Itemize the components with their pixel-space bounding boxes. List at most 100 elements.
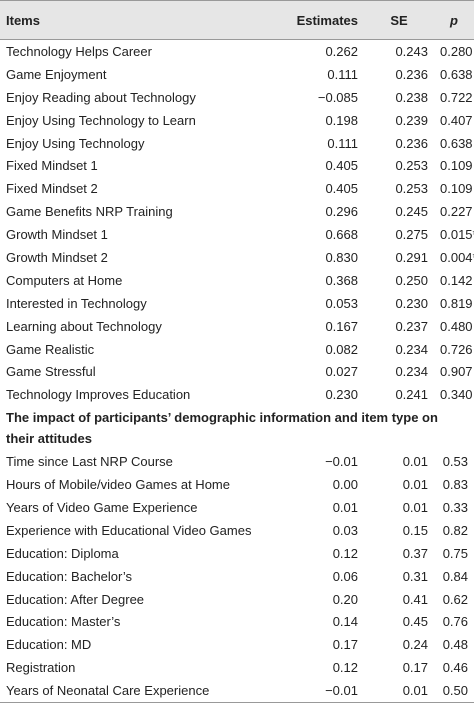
item-cell: Fixed Mindset 1 (6, 158, 98, 174)
item-cell: Education: Master’s (6, 614, 121, 630)
table-row: Enjoy Using Technology to Learn 0.198 0.23… (0, 109, 474, 132)
section-row: The impact of participants’ demographic … (0, 406, 474, 450)
table-row: Learning about Technology 0.167 0.237 0.480 (0, 315, 474, 338)
value-cell: 0.00 (332, 477, 358, 493)
item-cell: Time since Last NRP Course (6, 454, 173, 470)
value-cell: 0.027 (325, 364, 358, 380)
value-cell: 0.407 (440, 112, 473, 128)
value-cell: 0.638 (440, 135, 473, 151)
table-row: Time since Last NRP Course −0.01 0.01 0.53 (0, 450, 474, 473)
value-cell: 0.236 (395, 135, 428, 151)
value-cell: 0.239 (395, 112, 428, 128)
value-cell: 0.250 (395, 272, 428, 288)
table-row: Education: MD 0.17 0.24 0.48 (0, 633, 474, 656)
value-cell: 0.638 (440, 66, 473, 82)
value-cell: 0.53 (442, 454, 468, 470)
item-cell: Game Enjoyment (6, 66, 107, 82)
value-cell: 0.17 (332, 637, 358, 653)
item-cell: Game Realistic (6, 341, 95, 357)
table-row: Education: Master’s 0.14 0.45 0.76 (0, 610, 474, 633)
table-row: Game Realistic 0.082 0.234 0.726 (0, 338, 474, 361)
value-cell: 0.31 (402, 568, 428, 584)
value-cell: 0.262 (325, 43, 358, 59)
value-cell: 0.296 (325, 204, 358, 220)
value-cell: 0.109 (440, 158, 473, 174)
item-cell: Education: Bachelor’s (6, 568, 132, 584)
value-cell: 0.291 (395, 249, 428, 265)
value-cell: 0.234 (395, 364, 428, 380)
value-cell: 0.142 (440, 272, 473, 288)
value-cell: 0.819 (440, 295, 473, 311)
table-row: Game Stressful 0.027 0.234 0.907 (0, 360, 474, 383)
value-cell: 0.24 (402, 637, 428, 653)
item-cell: Interested in Technology (6, 295, 147, 311)
value-cell: 0.245 (395, 204, 428, 220)
value-cell: 0.668 (325, 227, 358, 243)
value-cell: 0.340 (440, 387, 473, 403)
item-cell: Learning about Technology (6, 318, 162, 334)
table-row: Fixed Mindset 1 0.405 0.253 0.109 (0, 154, 474, 177)
value-cell: 0.82 (442, 522, 468, 538)
value-cell: 0.480 (440, 318, 473, 334)
header-row: Items Estimates SE p (0, 0, 474, 40)
table-row: Technology Improves Education 0.230 0.241 0… (0, 383, 474, 406)
item-cell: Technology Improves Education (6, 387, 191, 403)
value-cell: 0.03 (332, 522, 358, 538)
table-row: Growth Mindset 1 0.668 0.275 0.015* (0, 223, 474, 246)
value-cell: 0.241 (395, 387, 428, 403)
value-cell: 0.405 (325, 181, 358, 197)
value-cell: 0.405 (325, 158, 358, 174)
value-cell: 0.053 (325, 295, 358, 311)
table-row: Years of Video Game Experience 0.01 0.01 0.… (0, 496, 474, 519)
item-cell: Years of Neonatal Care Experience (0, 679, 272, 704)
column-header: p (434, 0, 474, 40)
value-cell: −0.01 (272, 679, 364, 704)
value-cell: 0.14 (332, 614, 358, 630)
value-cell: 0.01 (332, 499, 358, 515)
table-row: Game Enjoyment 0.111 0.236 0.638 (0, 63, 474, 86)
value-cell: 0.76 (442, 614, 468, 630)
table-body: Technology Helps Career 0.262 0.243 0.280 Ga… (0, 40, 474, 704)
table-row: Growth Mindset 2 0.830 0.291 0.004** (0, 246, 474, 269)
value-cell: 0.45 (402, 614, 428, 630)
item-cell: Education: Diploma (6, 545, 119, 561)
item-cell: Game Stressful (6, 364, 96, 380)
value-cell: 0.46 (442, 660, 468, 676)
item-cell: Game Benefits NRP Training (6, 204, 173, 220)
table-row: Enjoy Using Technology 0.111 0.236 0.638 (0, 132, 474, 155)
value-cell: 0.726 (440, 341, 473, 357)
value-cell: 0.253 (395, 181, 428, 197)
table-row: Experience with Educational Video Games 0… (0, 519, 474, 542)
item-cell: Registration (6, 660, 76, 676)
value-cell: 0.275 (395, 227, 428, 243)
value-cell: 0.15 (402, 522, 428, 538)
value-cell: −0.085 (317, 89, 358, 105)
table-row: Years of Neonatal Care Experience −0.01 0.… (0, 679, 474, 704)
item-cell: Enjoy Using Technology (6, 135, 145, 151)
column-header: SE (364, 0, 434, 40)
value-cell: 0.62 (442, 591, 468, 607)
value-cell: 0.236 (395, 66, 428, 82)
value-cell: 0.33 (442, 499, 468, 515)
table-row: Computers at Home 0.368 0.250 0.142 (0, 269, 474, 292)
value-cell: 0.01 (402, 454, 428, 470)
value-cell: 0.01 (364, 679, 434, 704)
value-cell: 0.082 (325, 341, 358, 357)
table-row: Interested in Technology 0.053 0.230 0.819 (0, 292, 474, 315)
value-cell: 0.167 (325, 318, 358, 334)
table-row: Education: Bachelor’s 0.06 0.31 0.84 (0, 565, 474, 588)
value-cell: 0.234 (395, 341, 428, 357)
table-row: Technology Helps Career 0.262 0.243 0.280 (0, 40, 474, 63)
value-cell: 0.830 (325, 249, 358, 265)
column-header: Estimates (272, 0, 364, 40)
item-cell: Experience with Educational Video Games (6, 522, 252, 538)
value-cell: 0.83 (442, 477, 468, 493)
value-cell: 0.015* (440, 227, 474, 243)
value-cell: 0.01 (402, 477, 428, 493)
value-cell: 0.238 (395, 89, 428, 105)
value-cell: 0.004** (440, 249, 474, 265)
item-cell: Technology Helps Career (6, 43, 152, 59)
table-row: Fixed Mindset 2 0.405 0.253 0.109 (0, 177, 474, 200)
value-cell: −0.01 (325, 454, 358, 470)
